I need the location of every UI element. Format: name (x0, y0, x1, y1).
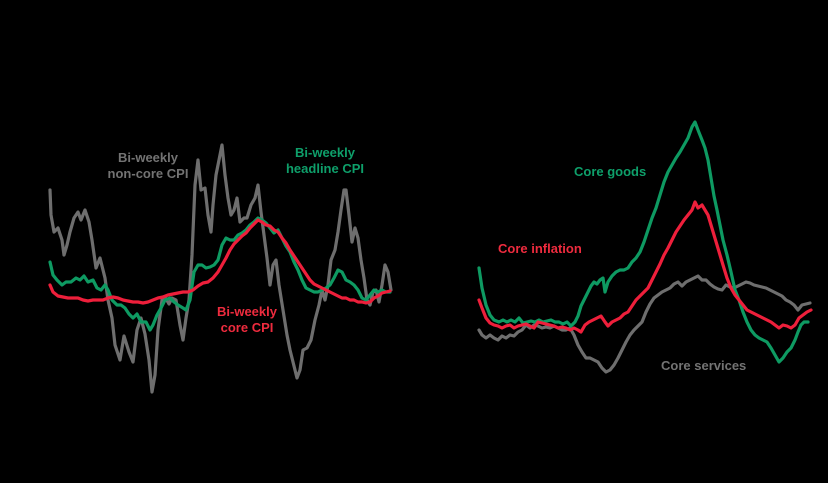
label-core-inflation: Core inflation (498, 241, 582, 256)
label-headline-cpi: Bi-weekly headline CPI (272, 145, 378, 177)
label-noncore-line2: non-core CPI (107, 166, 189, 181)
label-headline-line1: Bi-weekly (295, 145, 355, 160)
line-headline-cpi (48, 216, 392, 332)
line-core-services (477, 274, 812, 374)
label-core-services: Core services (661, 358, 747, 373)
label-core-goods: Core goods (574, 164, 647, 179)
label-core-line2: core CPI (220, 320, 274, 335)
label-core-cpi: Bi-weekly core CPI (206, 304, 288, 336)
line-noncore-cpi (48, 143, 393, 394)
right-chart-lines (477, 120, 813, 374)
left-chart-lines (48, 143, 393, 394)
line-core-cpi (48, 218, 392, 305)
label-headline-line2: headline CPI (285, 161, 365, 176)
label-noncore-cpi: Bi-weekly non-core CPI (92, 150, 204, 182)
label-core-line1: Bi-weekly (217, 304, 277, 319)
label-noncore-line1: Bi-weekly (118, 150, 178, 165)
line-core-inflation (477, 200, 813, 334)
